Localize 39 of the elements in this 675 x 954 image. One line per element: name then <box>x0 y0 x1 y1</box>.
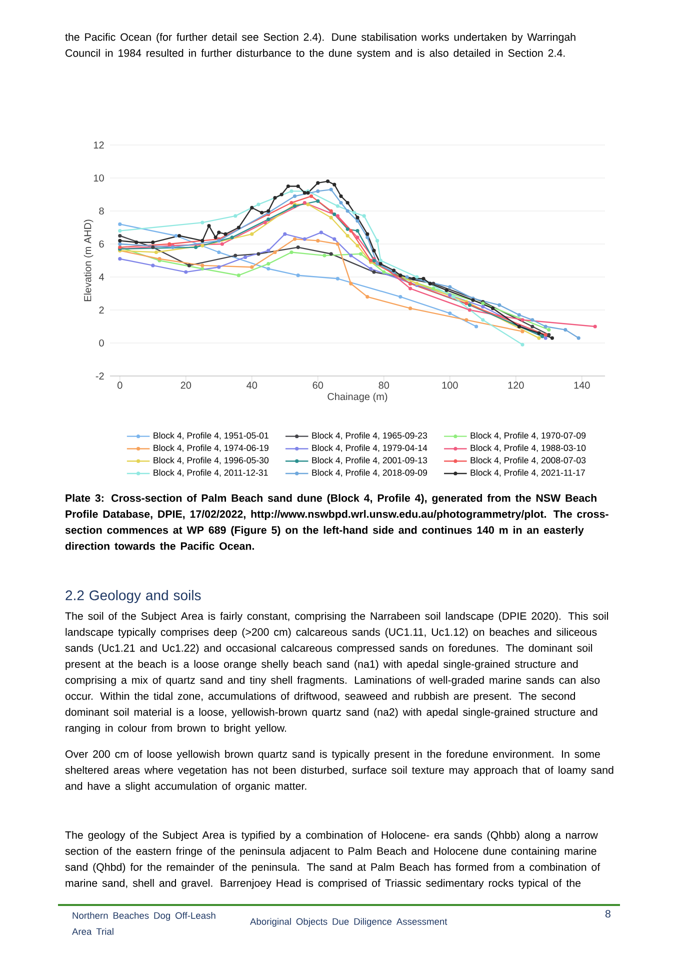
legend-label: Block 4, Profile 4, 1988-03-10 <box>470 444 586 452</box>
text: 8 <box>605 910 610 918</box>
y-tick-label: 6 <box>99 240 104 248</box>
text: Plate 3: Cross-section of Palm Beach sand dune (Block 4, Profile 4), generated from the NSW Beach Profile Database, DPIE, 17/02/2022, http://www.nswbpd.wrl.unsw.edu.au/photogrammetry/plot. The cross-section commences at WP 689 (Figure 5) on the left-hand side and continues 140 m in an easterly direction towards the Pacific Ocean. <box>65 494 608 550</box>
legend-label: Block 4, Profile 4, 2001-09-13 <box>312 456 428 464</box>
legend-label: Block 4, Profile 4, 2008-07-03 <box>470 456 586 464</box>
y-tick-label: 0 <box>99 339 104 347</box>
x-tick-label: 120 <box>508 382 524 389</box>
x-tick-label: 100 <box>442 382 458 389</box>
legend-label: Block 4, Profile 4, 2018-09-09 <box>312 469 427 477</box>
legend-label: Block 4, Profile 4, 2011-12-31 <box>154 469 268 477</box>
legend-label: Block 4, Profile 4, 1965-09-23 <box>312 432 428 440</box>
x-tick-label: 80 <box>378 382 390 389</box>
y-tick-label: -2 <box>96 372 104 380</box>
legend-label: Block 4, Profile 4, 1979-04-14 <box>312 444 428 452</box>
x-tick-label: 20 <box>180 382 192 389</box>
text: Aboriginal Objects Due Diligence Assessment <box>250 918 448 927</box>
text: Over 200 cm of loose yellowish brown quartz sand is typically present in the foredune environment. In some sheltered areas where vegetation has not been disturbed, surface soil texture may approach that of loamy sand and have a slight accumulation of organic matter. <box>65 750 614 792</box>
legend-label: Block 4, Profile 4, 1970-07-09 <box>470 432 586 440</box>
text: 2.2 Geology and soils <box>66 590 201 604</box>
x-tick-label: 60 <box>312 382 324 389</box>
y-tick-label: 4 <box>98 274 104 280</box>
text: the Pacific Ocean (for further detail see Section 2.4). Dune stabilisation works undertaken by Warringah Council in 1984 resulted in further disturbance to the dune system and is also detailed in Section 2.4. <box>65 32 576 59</box>
x-axis-title: Chainage (m) <box>328 392 388 402</box>
x-tick-label: 140 <box>574 382 590 389</box>
y-tick-label: 8 <box>99 207 104 215</box>
text: The geology of the Subject Area is typified by a combination of Holocene- era sands (Qhbb) along a narrow section of the eastern fringe of the peninsula adjacent to Palm Beach and Holocene dune containing marine sand (Qhbd) for the remainder of the peninsula. The sand at Palm Beach has formed from a combination of marine sand, shell and gravel. Barrenjoey Head is comprised of Triassic sedimentary rocks typical of the <box>65 830 600 889</box>
x-tick-label: 0 <box>118 382 122 389</box>
y-tick-label: 10 <box>94 174 104 182</box>
legend-label: Block 4, Profile 4, 1951-05-01 <box>154 432 268 440</box>
legend-label: Block 4, Profile 4, 1974-06-19 <box>154 444 268 452</box>
y-tick-label: 12 <box>94 142 104 148</box>
y-axis-title: Elevation (m AHD) <box>84 220 94 302</box>
x-tick-label: 40 <box>246 382 258 389</box>
legend-label: Block 4, Profile 4, 2021-11-17 <box>470 469 585 477</box>
y-tick-label: 2 <box>99 306 104 314</box>
legend-label: Block 4, Profile 4, 1996-05-30 <box>154 456 269 464</box>
text: The soil of the Subject Area is fairly constant, comprising the Narrabeen soil landscape (DPIE 2020). This soil landscape typically comprises deep (>200 cm) calcareous sands (UC1.11, Uc1.12) on beaches and siliceous sands (Uc1.21 and Uc1.22) and occasional calcareous compressed sands on foredunes. The dominant soil present at the beach is a loose orange shelly beach sand (na1) with apedal single-grained structure and comprising a mix of quartz sand and tiny shell fragments. Laminations of well-graded marine sands can also occur. Within the tidal zone, accumulations of driftwood, seaweed and rubbish are present. The second dominant soil material is a loose, yellowish-brown quartz sand (na2) with apedal single-grained structure and ranging in colour from brown to bright yellow. <box>65 612 608 734</box>
text: Northern Beaches Dog Off-Leash Area Trial <box>72 912 216 935</box>
